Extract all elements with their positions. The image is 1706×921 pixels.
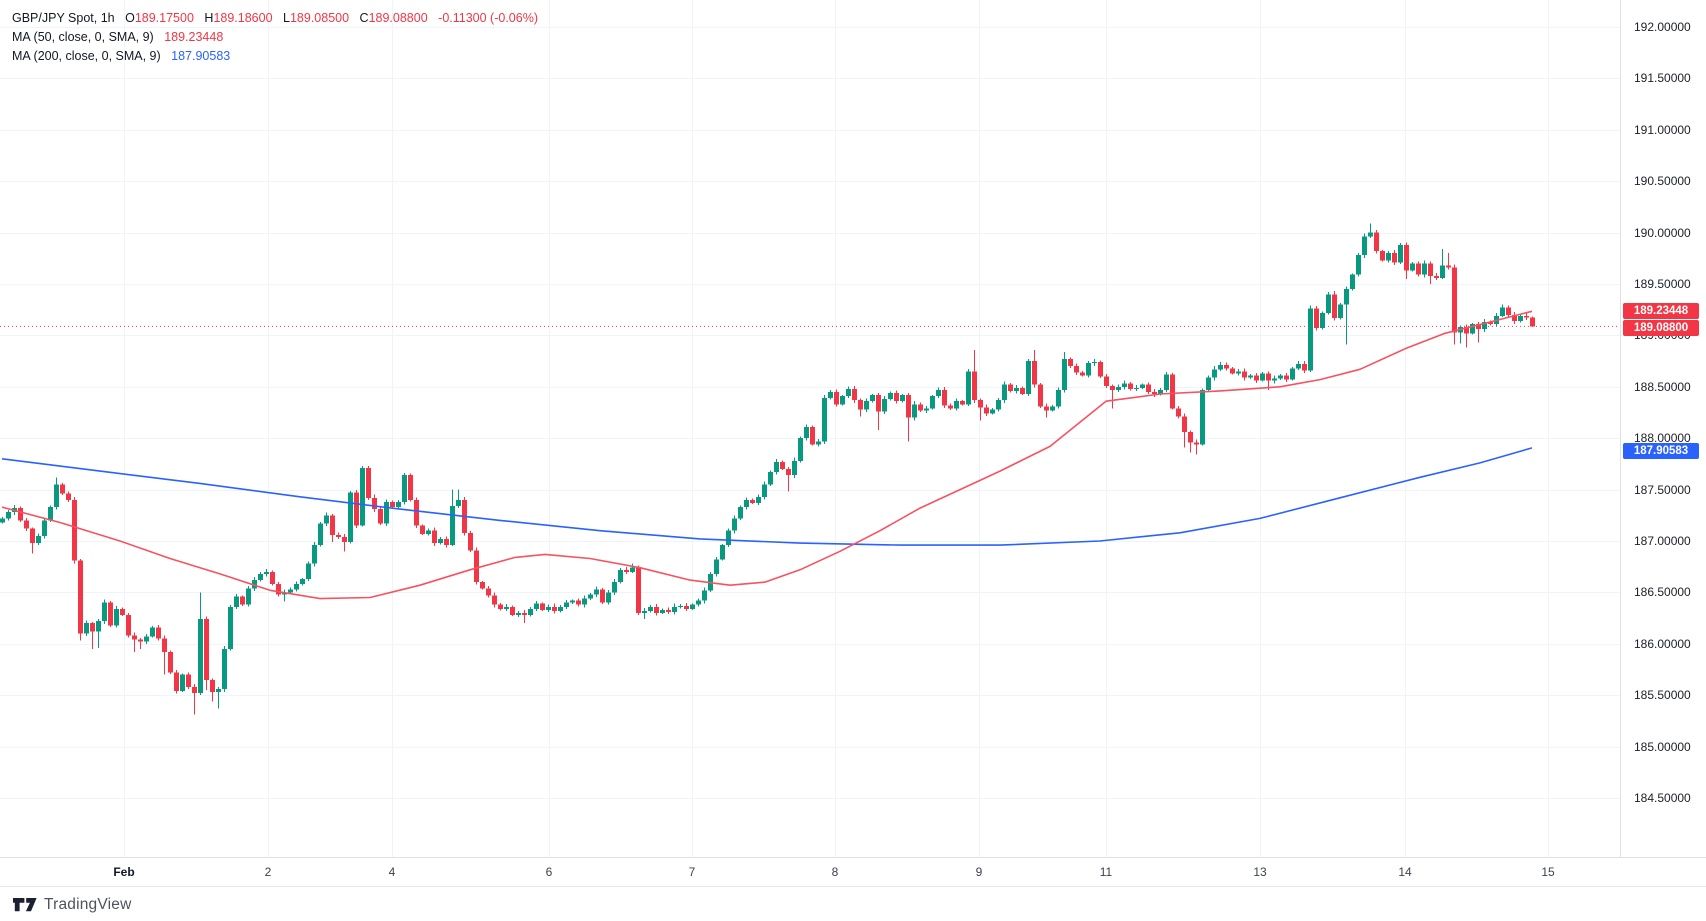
high-value: 189.18600	[213, 11, 273, 25]
legend-ma50-row: MA (50, close, 0, SMA, 9) 189.23448	[12, 28, 538, 47]
ma200-label[interactable]: MA (200, close, 0, SMA, 9)	[12, 49, 161, 63]
open-label: O	[125, 11, 135, 25]
time-tick-11: 11	[1099, 865, 1113, 879]
price-tick-191.00000: 191.00000	[1634, 122, 1691, 137]
price-tick-187.00000: 187.00000	[1634, 534, 1691, 548]
price-tick-188.50000: 188.50000	[1634, 379, 1691, 394]
time-tick-7: 7	[688, 865, 696, 879]
tradingview-logo-icon	[13, 897, 37, 911]
time-tick-4: 4	[388, 865, 396, 879]
time-tick-Feb: Feb	[113, 865, 135, 879]
price-tick-191.50000: 191.50000	[1634, 71, 1691, 86]
ma50-value: 189.23448	[164, 30, 224, 44]
time-tick-15: 15	[1541, 865, 1555, 879]
time-tick-6: 6	[545, 865, 553, 879]
price-tick-186.00000: 186.00000	[1634, 636, 1691, 651]
price-axis[interactable]: 192.00000 191.50000 191.00000 190.50000 190.…	[1620, 0, 1706, 886]
low-value: 189.08500	[289, 11, 350, 25]
time-tick-8: 8	[831, 865, 839, 879]
time-tick-9: 9	[975, 865, 983, 879]
candles	[0, 223, 1535, 715]
ma200-line[interactable]	[1, 447, 1533, 546]
price-tick-188.00000: 188.00000	[1634, 431, 1691, 446]
time-axis[interactable]: Feb 2 4 6 7 8 9 11 13 14 15	[0, 857, 1706, 887]
price-tick-185.00000: 185.00000	[1634, 739, 1691, 754]
tradingview-logo[interactable]: TradingView	[13, 896, 132, 914]
ma200-value-badge: 187.90583	[1623, 443, 1699, 459]
close-label: C	[359, 11, 369, 25]
tradingview-logo-text: TradingView	[44, 895, 132, 913]
legend-symbol-row: GBP/JPY Spot, 1h O189.17500 H189.18600 L…	[12, 9, 538, 28]
price-tick-190.00000: 190.00000	[1634, 225, 1691, 240]
price-tick-185.50000: 185.50000	[1634, 688, 1691, 703]
chart-plot-area[interactable]: GBP/JPY Spot, 1h O189.17500 H189.18600 L…	[0, 0, 1620, 857]
price-tick-186.50000: 186.50000	[1634, 585, 1691, 600]
time-tick-13: 13	[1253, 865, 1267, 879]
last-price-badge: 189.08800	[1623, 320, 1699, 336]
ma50-line[interactable]	[1, 310, 1533, 600]
price-tick-189.50000: 189.50000	[1634, 277, 1691, 291]
symbol-title[interactable]: GBP/JPY Spot, 1h	[12, 11, 115, 25]
candlestick-canvas[interactable]	[0, 0, 1620, 857]
ma50-label[interactable]: MA (50, close, 0, SMA, 9)	[12, 30, 154, 44]
ma200-value: 187.90583	[171, 49, 231, 63]
close-value: 189.08800	[368, 11, 428, 25]
gridlines	[0, 0, 1620, 857]
price-tick-190.50000: 190.50000	[1634, 174, 1691, 189]
change-value: -0.11300 (-0.06%)	[438, 11, 538, 25]
time-tick-14: 14	[1398, 865, 1412, 879]
ma50-value-badge: 189.23448	[1623, 303, 1699, 319]
price-tick-192.00000: 192.00000	[1634, 20, 1691, 34]
low-label: L	[283, 11, 290, 25]
bottom-toolbar: TradingView	[0, 886, 1706, 921]
high-label: H	[204, 11, 214, 25]
chart-legend: GBP/JPY Spot, 1h O189.17500 H189.18600 L…	[12, 9, 538, 66]
legend-ma200-row: MA (200, close, 0, SMA, 9) 187.90583	[12, 47, 538, 66]
price-tick-184.50000: 184.50000	[1634, 791, 1691, 805]
open-value: 189.17500	[134, 11, 194, 25]
time-tick-2: 2	[264, 865, 272, 879]
price-tick-187.50000: 187.50000	[1634, 482, 1691, 497]
